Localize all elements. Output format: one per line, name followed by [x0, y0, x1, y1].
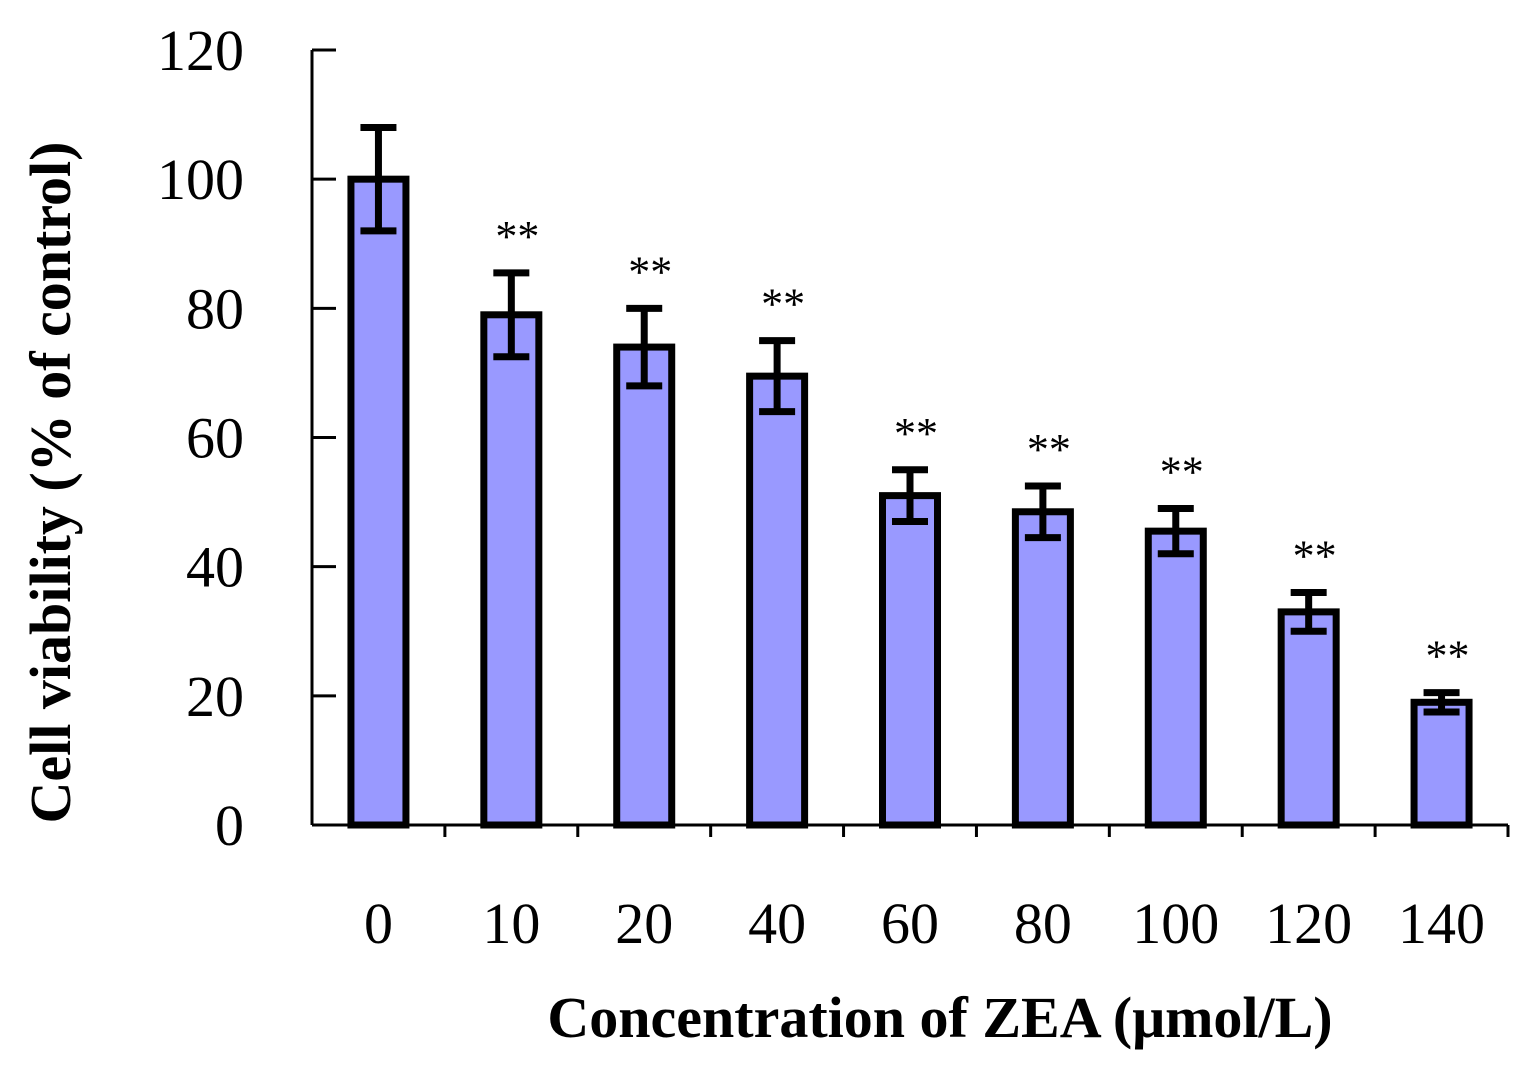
significance-marker: **	[761, 280, 805, 329]
y-axis-title: Cell viability (% of control)	[18, 142, 83, 824]
x-tick-label: 20	[615, 891, 673, 956]
y-tick-label: 80	[186, 276, 244, 341]
x-tick-labels-group: 0 10 20 40 60 80 100 120 140	[364, 891, 1485, 956]
significance-marker: **	[1293, 532, 1337, 581]
x-tick-label: 80	[1014, 891, 1072, 956]
x-tick-label: 40	[748, 891, 806, 956]
x-tick-label: 0	[364, 891, 393, 956]
x-tick-label: 120	[1265, 891, 1352, 956]
significance-marker: **	[1027, 425, 1071, 474]
significance-marker: **	[1160, 448, 1204, 497]
significance-marker: **	[894, 409, 938, 458]
significance-marker: **	[1426, 632, 1470, 681]
bar	[1410, 698, 1473, 829]
significance-marker: **	[628, 247, 672, 296]
x-tick-label: 140	[1398, 891, 1485, 956]
bar	[613, 343, 676, 829]
bar	[1277, 608, 1340, 829]
x-tick-label: 60	[881, 891, 939, 956]
y-tick-label: 60	[186, 406, 244, 471]
y-tick-labels-group: 0 20 40 60 80 100 120	[157, 18, 244, 858]
y-tick-label: 0	[215, 793, 244, 858]
bar	[1144, 527, 1207, 829]
bar	[1011, 508, 1074, 829]
bar	[746, 372, 809, 829]
bar	[480, 311, 543, 829]
y-axis	[310, 48, 336, 827]
significance-marker: **	[495, 212, 539, 261]
bar	[879, 492, 941, 829]
y-tick-label: 20	[186, 664, 244, 729]
x-tick-label: 100	[1132, 891, 1219, 956]
significance-group: ** ** ** ** ** ** ** **	[495, 212, 1469, 681]
error-bars-group	[360, 124, 1460, 716]
y-tick-label: 120	[157, 18, 244, 83]
bars-group	[347, 175, 1473, 829]
y-tick-label: 100	[157, 147, 244, 212]
y-tick-label: 40	[186, 535, 244, 600]
x-axis-title: Concentration of ZEA (μmol/L)	[547, 985, 1332, 1050]
bar	[347, 175, 410, 829]
x-tick-label: 10	[482, 891, 540, 956]
